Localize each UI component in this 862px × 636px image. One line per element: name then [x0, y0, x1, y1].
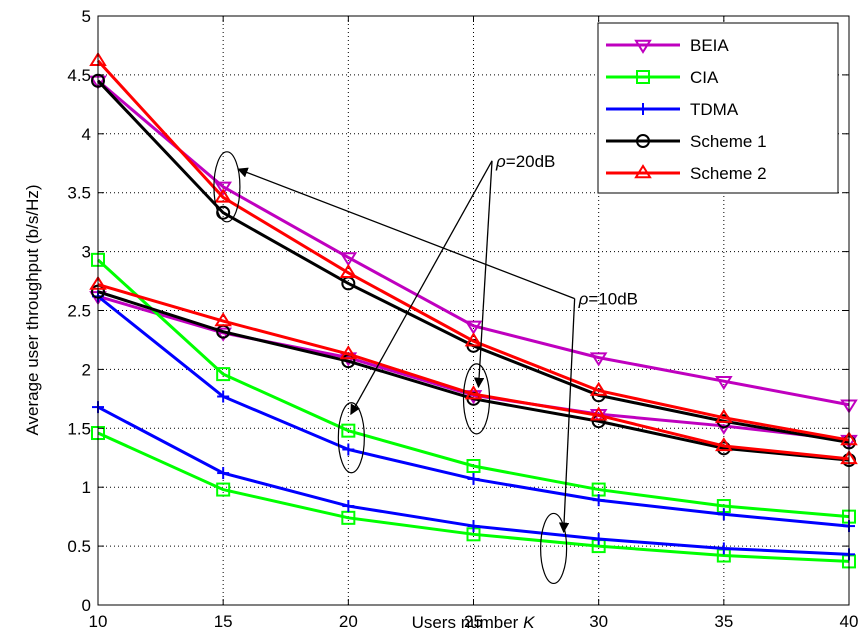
axis-ticks: 10 15 20 25 30 35 40 0 0.5 1 1.5 2 2.5 3 3.5 4 4.5 5 — [67, 7, 858, 631]
legend-label-scheme-1: Scheme 1 — [690, 132, 767, 151]
point-scheme-2-20db-2 — [339, 263, 358, 279]
annotation-symbol-0: ρ — [495, 152, 506, 171]
x-tick-label-2: 20 — [339, 612, 358, 631]
y-tick-label-6: 3 — [82, 243, 91, 262]
point-beia-10db-1 — [214, 327, 232, 342]
point-cia-20db-1 — [216, 367, 231, 382]
x-axis-label-symbol: K — [523, 613, 535, 632]
y-tick-label-2: 1 — [82, 478, 91, 497]
point-beia-20db-2 — [339, 252, 358, 267]
x-axis-label: Users number K — [412, 613, 535, 632]
annotation-1: ρ=10dB — [213, 151, 638, 585]
point-scheme-2-20db-3 — [464, 332, 483, 347]
annotation-arrow-0-1 — [473, 160, 493, 389]
y-tick-label-7: 3.5 — [67, 184, 91, 203]
point-tdma-10db-5 — [717, 542, 730, 555]
point-scheme-2-10db-1 — [214, 312, 232, 327]
x-tick-label-3: 25 — [464, 612, 483, 631]
point-cia-20db-2 — [341, 423, 356, 438]
legend-marker-tdma — [637, 103, 649, 115]
point-scheme-2-10db-4 — [589, 406, 608, 421]
annotation-value-1: =10dB — [588, 290, 638, 309]
x-tick-label-1: 15 — [214, 612, 233, 631]
series-line-cia-10db — [97, 431, 850, 563]
y-tick-label-3: 1.5 — [67, 419, 91, 438]
legend-item-scheme-2: Scheme 2 — [606, 164, 767, 183]
point-scheme-2-20db-5 — [715, 408, 733, 423]
point-tdma-10db-3 — [467, 520, 480, 533]
point-tdma-10db-1 — [217, 467, 230, 480]
legend-marker-scheme-2 — [634, 164, 652, 179]
point-tdma-20db-5 — [717, 508, 730, 521]
y-tick-label-9: 4.5 — [67, 66, 91, 85]
point-scheme-1-20db-1 — [216, 205, 231, 220]
legend-label-beia: BEIA — [690, 36, 729, 55]
point-beia-20db-5 — [715, 375, 733, 391]
series-scheme-2-20db — [89, 51, 858, 446]
point-scheme-2-10db-5 — [715, 437, 733, 452]
x-axis-label-text: Users number — [412, 613, 523, 632]
legend-item-scheme-1: Scheme 1 — [606, 132, 767, 151]
x-tick-label-4: 30 — [589, 612, 608, 631]
annotation-ellipse-0-0 — [337, 402, 365, 474]
point-cia-20db-3 — [466, 458, 481, 473]
annotation-ellipse-1-1 — [540, 512, 568, 585]
annotation-arrow-1-0 — [237, 167, 575, 300]
legend-item-cia: CIA — [606, 68, 719, 87]
point-tdma-20db-2 — [342, 443, 355, 456]
point-scheme-2-20db-4 — [589, 381, 608, 396]
annotation-ellipse-0-1 — [462, 363, 491, 435]
y-tick-label-1: 0.5 — [67, 537, 91, 556]
y-tick-label-8: 4 — [82, 125, 91, 144]
legend-item-tdma: TDMA — [606, 100, 739, 119]
point-tdma-10db-4 — [592, 533, 605, 546]
point-tdma-10db-2 — [342, 500, 355, 513]
point-scheme-2-10db-2 — [339, 345, 358, 360]
x-tick-label-6: 40 — [840, 612, 859, 631]
point-cia-10db-1 — [216, 482, 231, 497]
series-line-scheme-2-20db — [96, 59, 850, 442]
y-tick-label-5: 2.5 — [67, 302, 91, 321]
annotation-label-0: ρ=20dB — [495, 152, 555, 171]
point-tdma-20db-4 — [592, 494, 605, 507]
legend-marker-scheme-1 — [636, 134, 650, 148]
y-tick-label-0: 0 — [82, 596, 91, 615]
annotation-symbol-1: ρ — [578, 290, 589, 309]
point-beia-20db-1 — [214, 181, 232, 196]
point-beia-20db-4 — [589, 352, 608, 367]
legend-label-cia: CIA — [690, 68, 719, 87]
point-tdma-20db-3 — [467, 472, 480, 485]
legend-item-beia: BEIA — [606, 36, 729, 55]
series-line-beia-20db — [97, 79, 850, 407]
legend-marker-cia — [636, 70, 650, 84]
series-line-cia-20db — [96, 258, 850, 519]
point-beia-20db-3 — [464, 320, 483, 335]
y-tick-label-10: 5 — [82, 7, 91, 26]
y-axis-label: Average user throughput (b/s/Hz) — [23, 184, 42, 435]
legend-label-tdma: TDMA — [690, 100, 739, 119]
annotation-arrow-1-1 — [558, 298, 576, 534]
point-tdma-20db-1 — [217, 390, 230, 403]
point-scheme-2-20db-1 — [214, 188, 232, 203]
annotation-arrow-0-0 — [350, 160, 493, 416]
series-scheme-2-10db — [89, 275, 858, 465]
annotation-ellipse-1-0 — [213, 151, 241, 223]
legend: BEIA CIA TDMA Scheme 1 Scheme 2 — [597, 22, 839, 194]
y-tick-label-4: 2 — [82, 360, 91, 379]
x-tick-label-0: 10 — [89, 612, 108, 631]
x-tick-label-5: 35 — [714, 612, 733, 631]
series-line-scheme-2-10db — [97, 283, 850, 461]
legend-label-scheme-2: Scheme 2 — [690, 164, 767, 183]
annotation-0: ρ=20dB — [337, 152, 555, 474]
legend-marker-beia — [634, 39, 652, 54]
series-group — [89, 51, 858, 569]
point-scheme-2-10db-3 — [464, 385, 483, 400]
annotation-label-1: ρ=10dB — [578, 290, 638, 309]
annotation-value-0: =20dB — [506, 152, 556, 171]
